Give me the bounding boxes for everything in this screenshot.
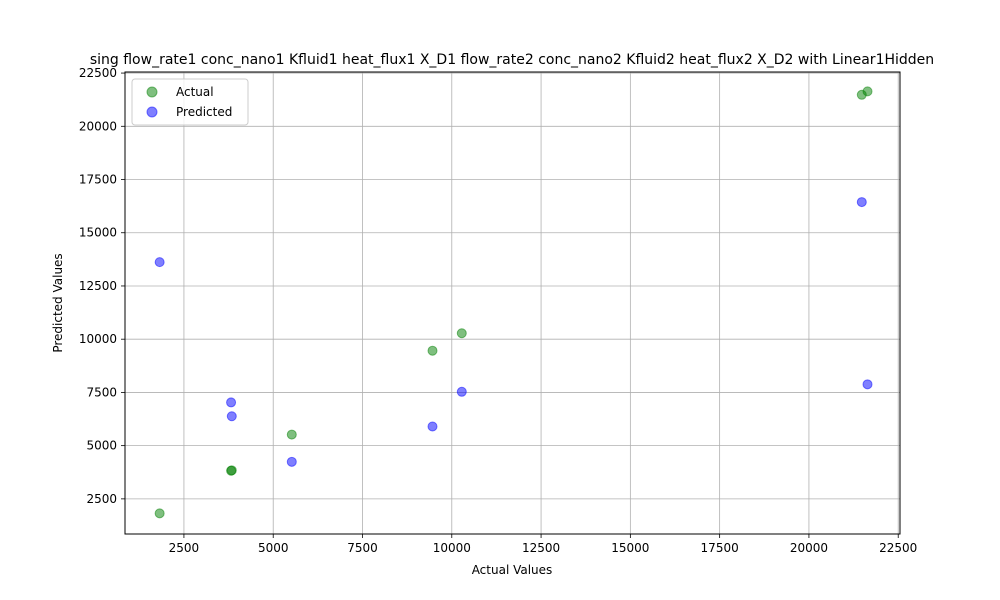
data-point-predicted bbox=[154, 257, 165, 268]
data-point-actual bbox=[154, 508, 165, 519]
legend-marker-actual bbox=[146, 86, 158, 98]
y-tick-label: 22500 bbox=[79, 66, 117, 80]
data-points bbox=[154, 86, 873, 519]
legend-label-predicted: Predicted bbox=[176, 105, 232, 119]
legend-label-actual: Actual bbox=[176, 85, 214, 99]
x-tick-label: 12500 bbox=[522, 541, 560, 555]
legend-marker-predicted bbox=[146, 106, 158, 118]
y-tick-label: 2500 bbox=[86, 492, 117, 506]
y-tick-label: 12500 bbox=[79, 279, 117, 293]
plot-background bbox=[125, 72, 900, 534]
y-tick-label: 20000 bbox=[79, 119, 117, 133]
x-tick-label: 17500 bbox=[701, 541, 739, 555]
chart-title: sing flow_rate1 conc_nano1 Kfluid1 heat_… bbox=[90, 52, 934, 68]
x-tick-label: 7500 bbox=[347, 541, 378, 555]
data-point-actual bbox=[286, 429, 297, 440]
data-point-predicted bbox=[226, 397, 237, 408]
x-axis-ticks: 2500 5000 7500 10000 12500 15000 17500 20000 225… bbox=[169, 534, 917, 555]
data-point-predicted bbox=[286, 456, 297, 467]
data-point-actual bbox=[862, 86, 873, 97]
y-tick-label: 5000 bbox=[86, 439, 117, 453]
plot-frame bbox=[124, 71, 901, 535]
y-axis-label: Predicted Values bbox=[51, 253, 65, 352]
data-point-actual bbox=[427, 345, 438, 356]
y-tick-label: 7500 bbox=[86, 385, 117, 399]
data-point-predicted bbox=[456, 386, 467, 397]
data-point-predicted bbox=[856, 197, 867, 208]
data-point-predicted bbox=[226, 411, 237, 422]
legend-box bbox=[131, 78, 249, 126]
y-tick-label: 10000 bbox=[79, 332, 117, 346]
grid bbox=[125, 72, 900, 534]
data-point-predicted bbox=[862, 379, 873, 390]
y-axis-ticks: 2500 5000 7500 10000 12500 15000 17500 20000 225… bbox=[79, 66, 125, 506]
y-tick-label: 17500 bbox=[79, 173, 117, 187]
data-point-actual bbox=[226, 465, 237, 476]
data-point-predicted bbox=[427, 421, 438, 432]
x-axis-label: Actual Values bbox=[472, 563, 553, 577]
data-point-actual bbox=[456, 328, 467, 339]
x-tick-label: 10000 bbox=[433, 541, 471, 555]
legend: Actual Predicted bbox=[131, 78, 249, 126]
y-tick-label: 15000 bbox=[79, 226, 117, 240]
x-tick-label: 22500 bbox=[879, 541, 917, 555]
x-tick-label: 5000 bbox=[258, 541, 289, 555]
x-tick-label: 2500 bbox=[169, 541, 200, 555]
x-tick-label: 15000 bbox=[611, 541, 649, 555]
x-tick-label: 20000 bbox=[790, 541, 828, 555]
